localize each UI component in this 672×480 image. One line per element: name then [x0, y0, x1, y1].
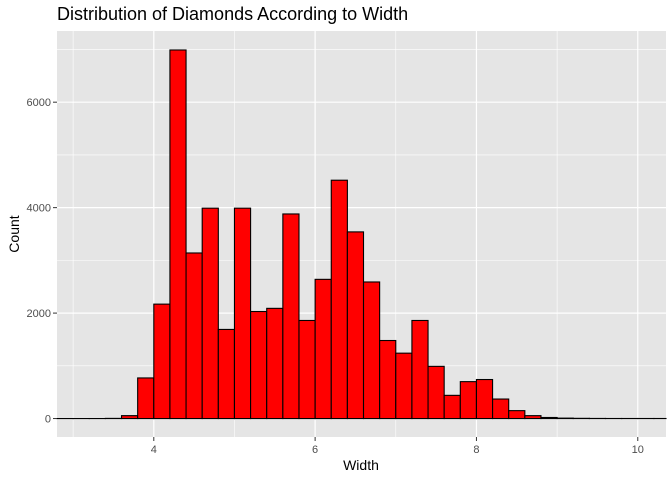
histogram-bar — [508, 410, 526, 420]
histogram-bar — [427, 365, 445, 420]
histogram-bar — [395, 352, 413, 420]
y-axis-title: Count — [6, 215, 22, 252]
histogram-bar — [137, 377, 155, 420]
histogram-bar — [314, 278, 332, 420]
histogram-bar — [153, 303, 171, 420]
histogram-bar — [120, 415, 139, 420]
histogram-bar — [346, 231, 365, 420]
histogram-bar — [443, 394, 461, 420]
y-tick-label: 2000 — [27, 308, 51, 320]
histogram-bar — [524, 415, 542, 420]
x-axis: 4 6 8 10 — [151, 437, 644, 456]
x-tick-label: 10 — [632, 444, 644, 456]
x-tick-label: 4 — [151, 444, 157, 456]
histogram-bar — [185, 252, 203, 420]
y-tick-label: 6000 — [27, 97, 51, 109]
histogram-bar — [475, 378, 494, 420]
histogram-bar — [330, 179, 348, 420]
histogram-bar — [217, 328, 236, 420]
histogram-bar — [169, 49, 187, 420]
histogram-bar — [282, 213, 300, 420]
histogram-bar — [250, 310, 268, 420]
chart-title: Distribution of Diamonds According to Wi… — [57, 4, 409, 24]
x-tick-label: 8 — [473, 444, 479, 456]
y-axis: 0 2000 4000 6000 — [27, 97, 57, 426]
histogram-bar — [492, 398, 510, 420]
x-axis-title: Width — [343, 457, 379, 473]
histogram-bar — [298, 319, 316, 420]
histogram-bar — [266, 307, 284, 420]
y-tick-label: 0 — [45, 414, 51, 426]
histogram-bar — [459, 381, 477, 420]
x-tick-label: 6 — [312, 444, 318, 456]
histogram-bar — [540, 416, 558, 420]
y-tick-label: 4000 — [27, 203, 51, 215]
histogram-bar — [411, 319, 429, 420]
histogram-bars — [56, 49, 667, 420]
histogram-bar — [362, 281, 381, 420]
histogram-bar — [233, 207, 252, 420]
histogram-bar — [379, 339, 397, 420]
histogram-bar — [201, 207, 219, 420]
